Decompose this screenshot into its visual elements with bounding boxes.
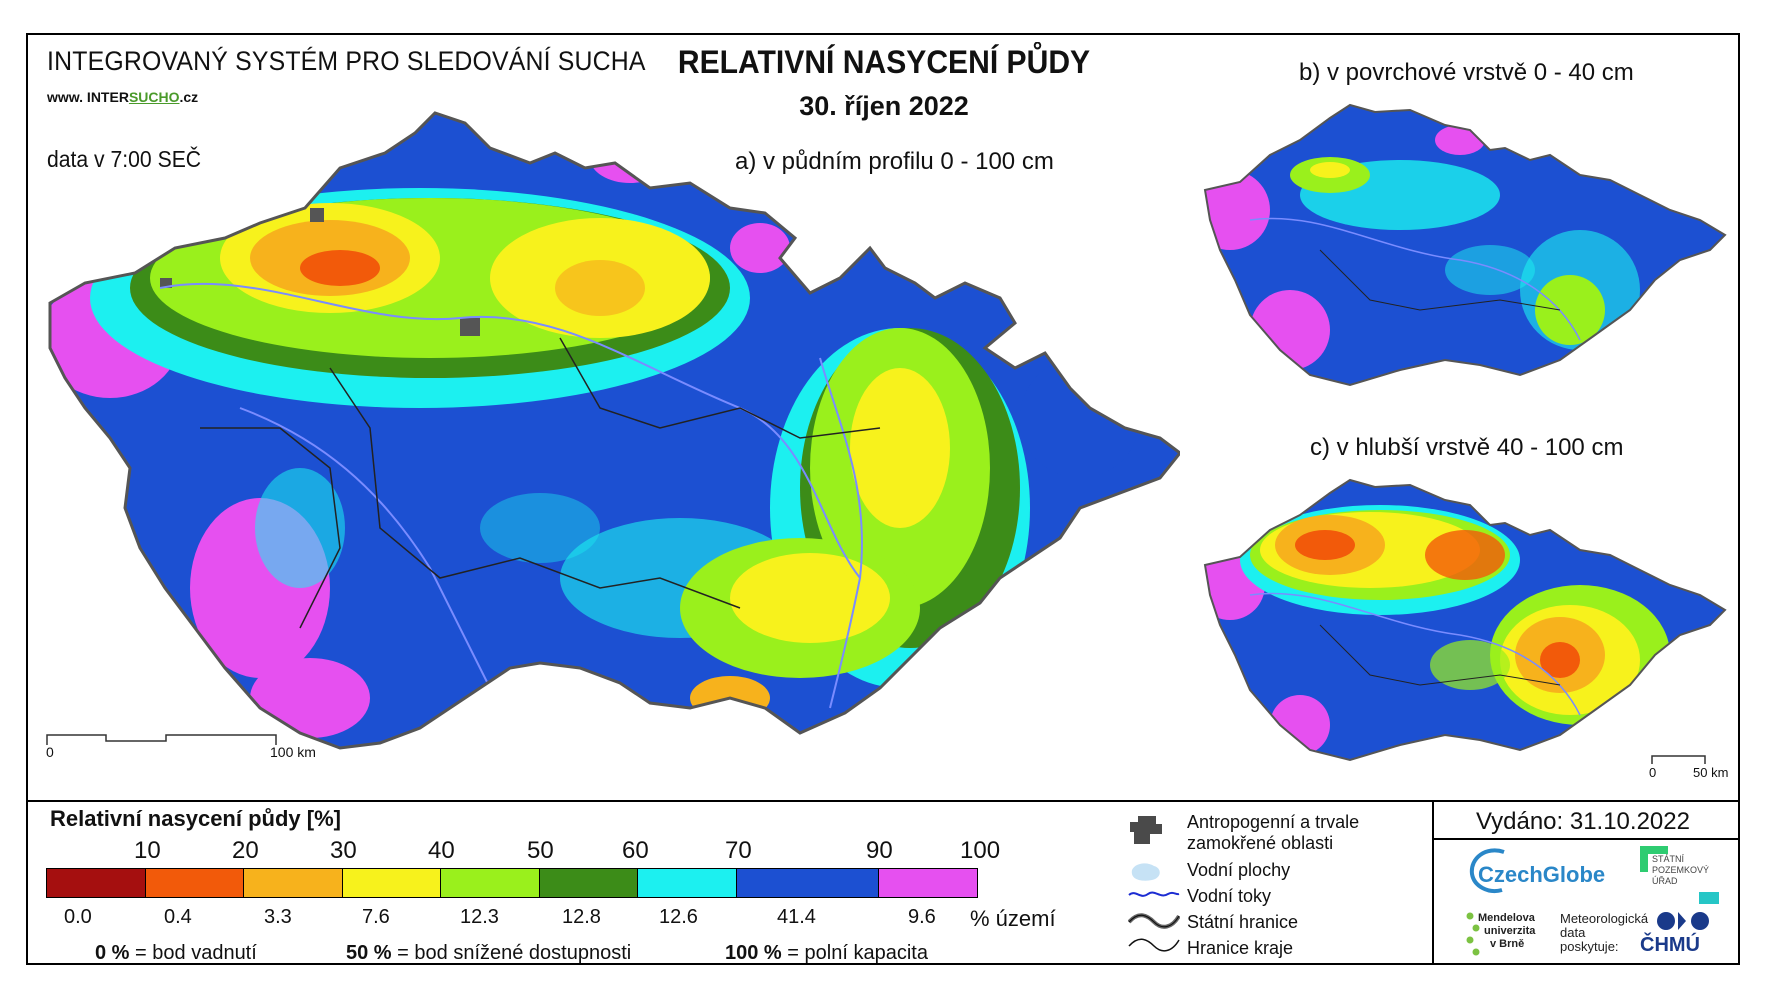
mendelu-line1: Mendelova [1478,912,1535,924]
legend-swatch [244,869,343,897]
area-percent: 12.8 [562,906,601,928]
explain-0-value: 0 % [95,942,130,964]
explain-0-text: = bod vadnutí [135,942,257,964]
title-block: RELATIVNÍ NASYCENÍ PŮDY 30. říjen 2022 [664,44,1104,122]
spu-logo-text: STÁTNÍ POZEMKOVÝ ÚŘAD [1652,854,1709,887]
deep-map-label: c) v hlubší vrstvě 40 - 100 cm [1310,434,1624,461]
area-percent: 9.6 [908,906,936,928]
meteo-text: Meteorologická data poskytuje: [1560,912,1648,954]
legend-tick: 50 [527,837,554,864]
legend-anthropogenic-line2: zamokřené oblasti [1187,833,1334,853]
map-date: 30. říjen 2022 [799,91,969,121]
divider-vertical [1432,800,1434,965]
legend-swatch [736,869,880,897]
legend-swatch [441,869,540,897]
explain-100-value: 100 % [725,942,782,964]
meteo-line2: data [1560,925,1586,940]
czechglobe-logo-icon [1469,848,1505,893]
website-link[interactable]: www. INTERSUCHO.cz [47,89,198,105]
legend-anthropogenic: Antropogenní a trvale zamokřené oblasti [1187,812,1359,854]
legend-tick: 40 [428,837,455,864]
mendelu-logo-text: Mendelova univerzita v Brně [1478,912,1535,951]
legend-tick: 30 [330,837,357,864]
small-scale-end: 50 km [1693,765,1729,780]
map-title: RELATIVNÍ NASYCENÍ PŮDY [677,44,1091,80]
anthropogenic-area-icon [1130,816,1162,844]
explain-100-text: = polní kapacita [787,942,928,964]
water-stream-icon [1128,891,1180,897]
explain-50-text: = bod snížené dostupnosti [397,942,632,964]
data-time: data v 7:00 SEČ [47,146,202,172]
area-percent: 3.3 [264,906,292,928]
area-unit: % území [970,906,1056,931]
legend-water-areas: Vodní plochy [1187,860,1291,880]
area-percent: 12.6 [659,906,698,928]
water-area-icon [1131,863,1160,881]
spu-line1: STÁTNÍ [1652,854,1685,864]
area-percent: 12.3 [460,906,499,928]
legend-anthropogenic-line1: Antropogenní a trvale [1187,812,1360,832]
mendelu-line3: v Brně [1490,938,1525,950]
legend-swatch [879,869,977,897]
website-accent: SUCHO [128,89,180,105]
legend-tick: 10 [134,837,161,864]
spu-logo-icon [1640,846,1668,872]
legend-swatch [342,869,442,897]
divider-issued [1432,838,1740,840]
deep-soil-map [1203,478,1727,762]
legend-region-border: Hranice kraje [1187,938,1294,958]
small-scale-bar [1651,755,1706,764]
state-border-icon [1128,913,1180,929]
surface-map-label: b) v povrchové vrstvě 0 - 40 cm [1299,59,1634,86]
small-scale-start: 0 [1649,765,1657,780]
legend-water-streams: Vodní toky [1187,886,1272,906]
main-scale-bar [46,734,277,745]
issued-date: Vydáno: 31.10.2022 [1476,808,1690,835]
legend-state-border: Státní hranice [1187,912,1299,932]
surface-soil-map [1203,103,1727,387]
mendelu-logo-icon [1466,912,1480,956]
mendelu-line2: univerzita [1484,925,1536,937]
legend-title: Relativní nasycení půdy [%] [50,806,341,831]
explain-100: 100 % = polní kapacita [725,942,928,965]
explain-0: 0 % = bod vadnutí [95,942,257,965]
czechglobe-logo: CzechGlobe [1478,862,1606,887]
explain-50: 50 % = bod snížené dostupnosti [346,942,631,965]
chmu-logo-icon [1657,912,1709,930]
legend-tick: 100 [960,837,1001,864]
website-prefix: www. INTER [47,89,129,105]
main-map-label: a) v půdním profilu 0 - 100 cm [735,148,1054,175]
meteo-line3: poskytuje: [1560,939,1619,954]
legend-swatch [47,869,146,897]
region-border-icon [1128,938,1180,952]
area-percent: 0.4 [164,906,192,928]
legend-tick: 20 [232,837,259,864]
website-suffix: .cz [179,89,199,105]
legend-swatch [638,869,737,897]
spu-line3: ÚŘAD [1652,876,1678,886]
spu-line2: POZEMKOVÝ [1652,865,1710,875]
spu-accent-icon [1699,892,1719,904]
chmu-logo: ČHMÚ [1640,934,1700,956]
area-percent: 7.6 [362,906,390,928]
meteo-line1: Meteorologická [1560,911,1649,926]
legend-tick: 90 [866,837,893,864]
area-percent: 0.0 [64,906,92,928]
legend-swatch [539,869,639,897]
main-scale-end: 100 km [270,744,316,760]
area-percent: 41.4 [777,906,816,928]
explain-50-value: 50 % [346,942,392,964]
system-name: INTEGROVANÝ SYSTÉM PRO SLEDOVÁNÍ SUCHA [47,46,646,76]
legend-swatch [145,869,245,897]
legend-tick: 70 [725,837,752,864]
divider-horizontal [26,800,1740,802]
legend-color-bar [46,868,978,898]
legend-tick: 60 [622,837,649,864]
main-soil-map [48,111,1180,750]
main-scale-start: 0 [46,744,54,760]
